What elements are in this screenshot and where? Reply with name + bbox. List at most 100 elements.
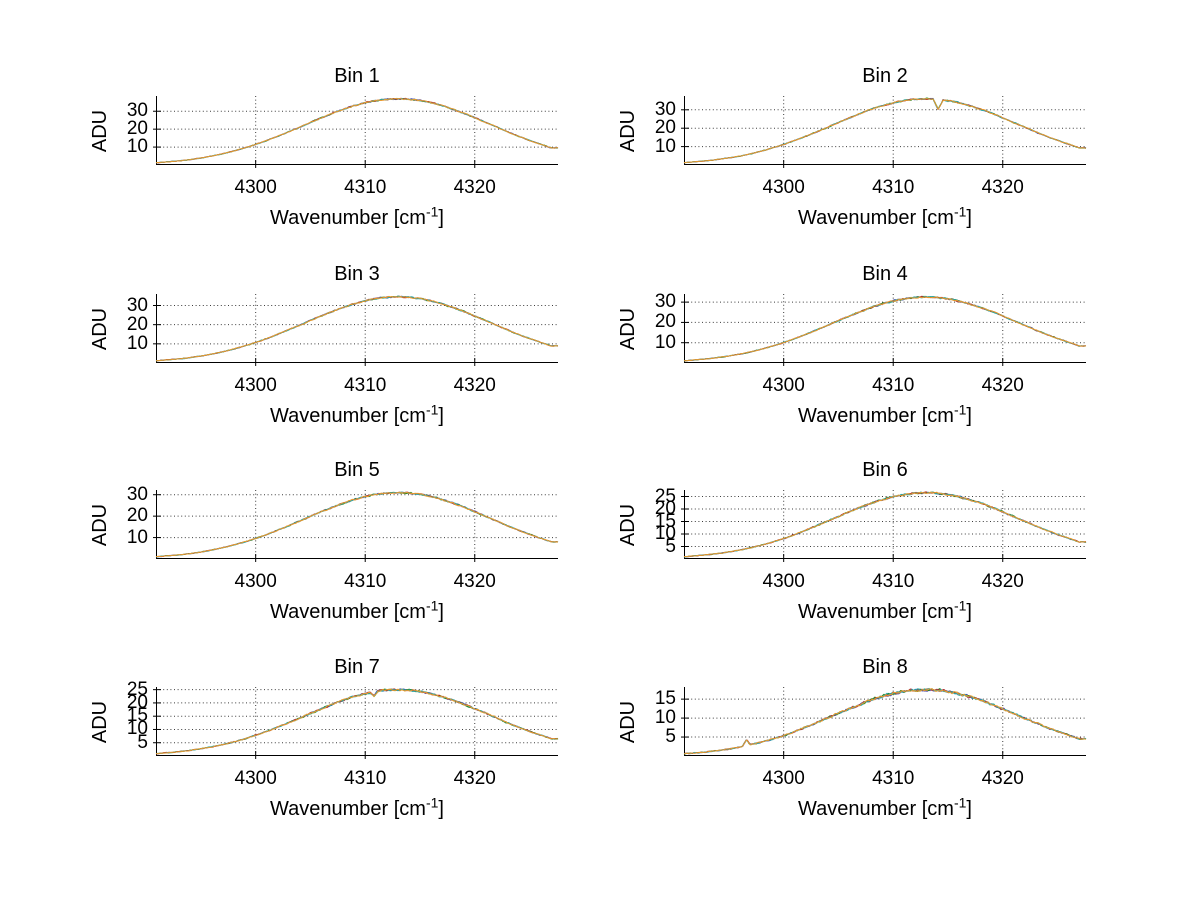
x-tick-label: 4300 — [234, 571, 277, 592]
x-tick-label: 4320 — [453, 177, 496, 198]
plot-area-bin-8 — [681, 687, 1087, 759]
y-tick-label: 10 — [126, 332, 148, 354]
x-tick-label: 4310 — [344, 177, 387, 198]
subplot-title: Bin 4 — [862, 263, 908, 285]
x-tick-label: 4310 — [872, 768, 915, 789]
x-tick-label: 4320 — [453, 768, 496, 789]
x-axis-label-close: ] — [966, 207, 972, 229]
subplot-title: Bin 2 — [862, 65, 908, 87]
x-tick-label: 4300 — [762, 768, 805, 789]
x-tick-label: 4320 — [981, 375, 1024, 396]
x-tick-label: 4310 — [344, 768, 387, 789]
y-tick-label: 20 — [654, 498, 676, 519]
spectrum-line-under — [683, 97, 1087, 164]
y-tick-label: 15 — [126, 705, 148, 727]
plot-area-bin-3 — [153, 294, 559, 366]
x-axis-label-text: Wavenumber [cm — [270, 405, 426, 427]
spectrum-line-main — [155, 491, 559, 558]
x-tick-label: 4300 — [762, 375, 805, 396]
plot-area-bin-6 — [681, 490, 1087, 562]
x-tick-label: 4300 — [234, 768, 277, 789]
x-axis-label: Wavenumber [cm-1] — [156, 597, 558, 627]
y-tick-label: 25 — [126, 678, 148, 700]
x-axis-label-superscript: -1 — [953, 401, 967, 418]
spectrum-line-under — [155, 295, 559, 362]
x-axis-label-close: ] — [966, 798, 972, 820]
x-axis-label-text: Wavenumber [cm — [270, 601, 426, 623]
plot-area-bin-2 — [681, 96, 1087, 168]
plot-area-bin-4 — [681, 294, 1087, 366]
x-axis-label-superscript: -1 — [953, 203, 967, 220]
y-tick-label: 5 — [665, 726, 676, 748]
x-axis-label: Wavenumber [cm-1] — [156, 204, 558, 233]
spectrum-line-under — [155, 491, 559, 558]
spectrum-line-under — [683, 491, 1087, 558]
subplot-title: Bin 1 — [334, 65, 380, 87]
spectrum-line-under — [155, 688, 559, 755]
subplot-title: Bin 5 — [334, 459, 380, 481]
x-axis-label-close: ] — [438, 798, 444, 820]
x-axis-label-text: Wavenumber [cm — [270, 207, 426, 229]
y-tick-label: 20 — [126, 313, 148, 335]
x-axis-label-superscript: -1 — [953, 794, 967, 811]
spectrum-line-main — [155, 295, 559, 362]
y-tick-label: 10 — [126, 136, 148, 158]
y-tick-label: 5 — [665, 535, 676, 557]
x-axis-label-text: Wavenumber [cm — [270, 798, 426, 820]
spectrum-line-under — [155, 97, 559, 164]
y-tick-label: 20 — [126, 505, 148, 527]
spectrum-line-under — [683, 295, 1087, 362]
spectrum-line-main — [683, 98, 1087, 164]
spectrum-line-under — [155, 688, 559, 755]
y-tick-label: 10 — [654, 523, 676, 544]
x-tick-label: 4320 — [981, 768, 1024, 789]
y-tick-label: 15 — [654, 688, 676, 710]
y-tick-label: 30 — [126, 100, 148, 122]
plot-area-bin-7 — [153, 687, 559, 759]
spectrum-line-under — [683, 491, 1087, 558]
x-axis-label-close: ] — [966, 601, 972, 623]
x-axis-label: Wavenumber [cm-1] — [684, 203, 1086, 233]
spectrum-line-under — [683, 295, 1087, 362]
spectrum-line-under — [155, 491, 559, 558]
x-tick-label: 4320 — [981, 571, 1024, 592]
y-tick-label: 5 — [137, 731, 148, 753]
x-axis-label: Wavenumber [cm-1] — [684, 598, 1086, 627]
x-tick-label: 4320 — [453, 375, 496, 396]
x-axis-label-close: ] — [438, 601, 444, 623]
spectrum-line-under — [155, 98, 559, 164]
x-tick-label: 4320 — [981, 177, 1024, 198]
x-axis-label-superscript: -1 — [425, 401, 439, 418]
x-axis-label-text: Wavenumber [cm — [798, 601, 954, 623]
x-axis-label-superscript: -1 — [425, 597, 439, 614]
x-tick-label: 4300 — [762, 177, 805, 198]
spectrum-line-under — [683, 97, 1087, 164]
x-tick-label: 4300 — [762, 571, 805, 592]
x-tick-label: 4310 — [872, 571, 915, 592]
x-axis-label-text: Wavenumber [cm — [798, 798, 954, 820]
y-tick-label: 20 — [654, 311, 676, 333]
y-tick-label: 20 — [126, 691, 148, 713]
subplot-title: Bin 6 — [862, 459, 908, 481]
y-tick-label: 30 — [126, 294, 148, 316]
spectrum-line-under — [155, 688, 559, 755]
spectrum-line-under — [683, 97, 1087, 164]
spectrum-line-under — [683, 491, 1087, 558]
x-axis-label-text: Wavenumber [cm — [798, 405, 954, 427]
y-tick-label: 10 — [654, 707, 676, 729]
spectrum-line-under — [155, 688, 559, 755]
spectrum-line-under — [155, 295, 559, 362]
x-axis-label: Wavenumber [cm-1] — [684, 401, 1086, 431]
spectrum-line-main — [155, 688, 559, 755]
y-tick-label: 30 — [654, 98, 676, 120]
x-tick-label: 4310 — [344, 375, 387, 396]
spectrum-line-under — [683, 296, 1087, 362]
x-axis-label: Wavenumber [cm-1] — [156, 795, 558, 824]
x-axis-label-text: Wavenumber [cm — [798, 207, 954, 229]
x-axis-label: Wavenumber [cm-1] — [156, 401, 558, 431]
x-tick-label: 4300 — [234, 375, 277, 396]
spectrum-line-under — [155, 97, 558, 164]
x-tick-label: 4310 — [872, 375, 915, 396]
x-axis-label-close: ] — [438, 207, 444, 229]
